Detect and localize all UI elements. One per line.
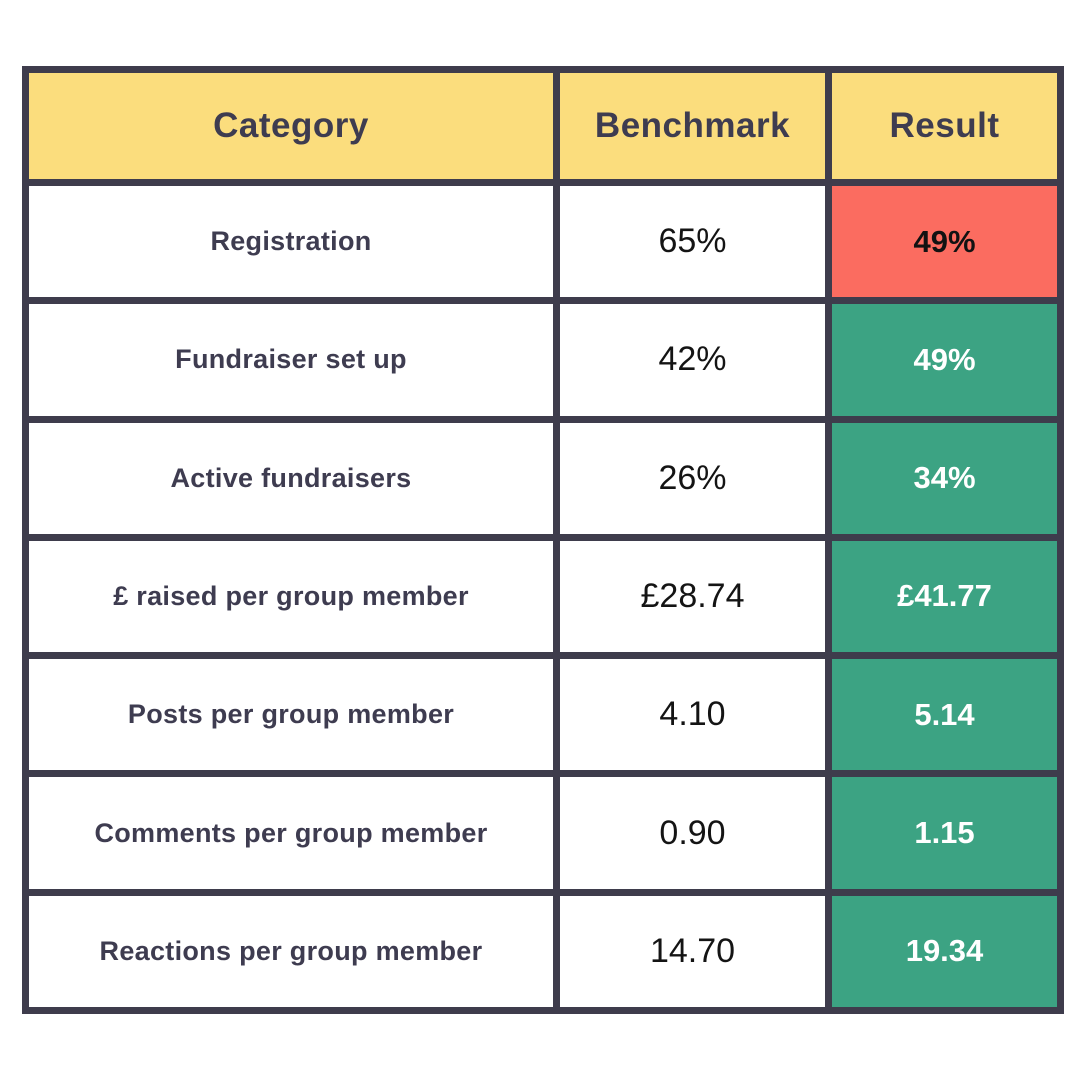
benchmark-table: Category Benchmark Result Registration 6… <box>22 66 1064 1015</box>
category-cell: Posts per group member <box>22 652 560 778</box>
benchmark-cell: 26% <box>553 415 832 541</box>
result-cell: 49% <box>825 178 1064 305</box>
table-row: £ raised per group member £28.74 £41.77 <box>22 533 1064 660</box>
result-cell: 1.15 <box>825 770 1064 896</box>
table-row: Reactions per group member 14.70 19.34 <box>22 888 1064 1015</box>
column-header-category: Category <box>22 66 560 186</box>
benchmark-cell: £28.74 <box>553 533 832 660</box>
table-row: Comments per group member 0.90 1.15 <box>22 770 1064 896</box>
benchmark-cell: 14.70 <box>553 888 832 1015</box>
header-row: Category Benchmark Result <box>22 66 1064 186</box>
category-cell: Registration <box>22 178 560 305</box>
table-row: Registration 65% 49% <box>22 178 1064 305</box>
category-cell: Comments per group member <box>22 770 560 896</box>
table-row: Fundraiser set up 42% 49% <box>22 297 1064 423</box>
result-cell: £41.77 <box>825 533 1064 660</box>
result-cell: 34% <box>825 415 1064 541</box>
table-row: Active fundraisers 26% 34% <box>22 415 1064 541</box>
column-header-benchmark: Benchmark <box>553 66 832 186</box>
result-cell: 19.34 <box>825 888 1064 1015</box>
category-cell: £ raised per group member <box>22 533 560 660</box>
benchmark-cell: 65% <box>553 178 832 305</box>
table-row: Posts per group member 4.10 5.14 <box>22 652 1064 778</box>
benchmark-cell: 4.10 <box>553 652 832 778</box>
category-cell: Active fundraisers <box>22 415 560 541</box>
column-header-result: Result <box>825 66 1064 186</box>
benchmark-cell: 0.90 <box>553 770 832 896</box>
category-cell: Fundraiser set up <box>22 297 560 423</box>
benchmark-cell: 42% <box>553 297 832 423</box>
category-cell: Reactions per group member <box>22 888 560 1015</box>
result-cell: 5.14 <box>825 652 1064 778</box>
result-cell: 49% <box>825 297 1064 423</box>
